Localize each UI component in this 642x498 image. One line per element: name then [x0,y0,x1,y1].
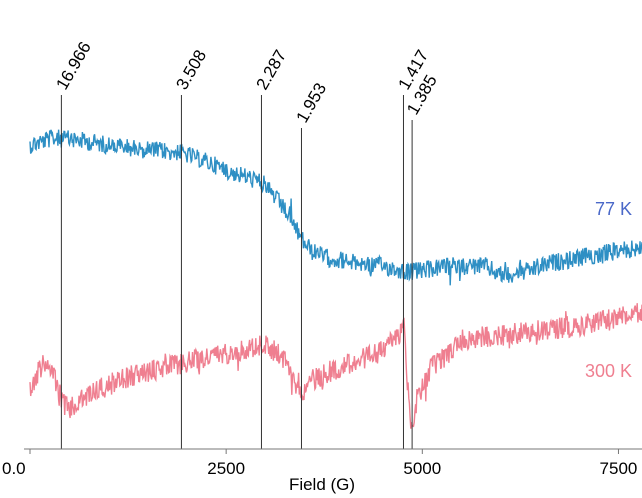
series-labels: 77 K 300 K [585,199,632,381]
x-tick-label: 2500 [207,459,245,478]
g-marker-label: 3.508 [172,47,210,93]
x-tick-label: 0.0 [2,459,26,478]
x-tick-label: 7500 [600,459,638,478]
series-label: 77 K [595,199,632,219]
series-label: 300 K [585,361,632,381]
x-axis-title: Field (G) [289,475,355,494]
g-marker-label: 16.966 [52,38,94,93]
x-axis-ticks: 0.0 2500 5000 7500 [2,449,637,478]
g-marker-label: 1.953 [292,80,330,126]
g-marker-label: 2.287 [252,47,290,93]
spectrum-traces [29,129,642,429]
x-tick-label: 5000 [403,459,441,478]
trace-77-k [29,129,642,286]
trace-300-k [29,303,642,429]
